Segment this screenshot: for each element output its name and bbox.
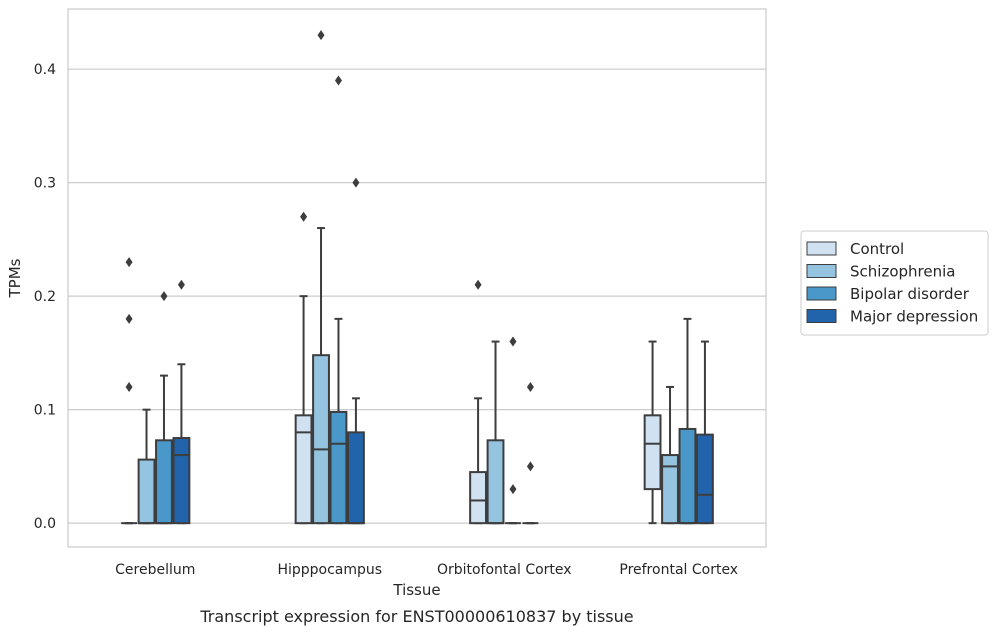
legend-label: Major depression	[850, 308, 978, 326]
y-tick-label: 0.1	[34, 403, 56, 419]
box-group	[137, 408, 156, 525]
box	[678, 427, 697, 525]
outlier-point	[317, 30, 325, 41]
x-tick-label: Orbitofontal Cortex	[437, 562, 572, 578]
legend-label: Control	[850, 240, 904, 258]
box-group	[643, 340, 662, 525]
box	[696, 433, 714, 525]
box-group	[469, 279, 487, 525]
y-tick-label: 0.4	[34, 62, 56, 78]
outlier-point	[509, 484, 517, 495]
box	[661, 454, 679, 525]
box	[155, 439, 173, 525]
outlier-point	[474, 279, 482, 290]
legend: Control Schizophrenia Bipolar disorder Majo…	[800, 230, 989, 336]
legend-label: Bipolar disorder	[850, 285, 970, 303]
outlier-point	[352, 177, 360, 188]
legend-label: Schizophrenia	[850, 263, 955, 281]
outlier-point	[334, 75, 342, 86]
outlier-point	[125, 381, 133, 392]
outlier-point	[526, 461, 534, 472]
box-group	[121, 257, 137, 525]
x-tick-label: Cerebellum	[115, 562, 195, 578]
x-tick-label: Prefrontal Cortex	[619, 562, 738, 578]
legend-swatch	[806, 264, 837, 278]
box-group	[486, 340, 505, 525]
x-tick-labels: Cerebellum Hipppocampus Orbitofontal Corte…	[115, 562, 738, 578]
box-group	[522, 381, 539, 525]
box-group	[347, 177, 365, 525]
box	[294, 414, 313, 525]
y-tick-labels: 0.0 0.1 0.2 0.3 0.4	[34, 62, 56, 532]
legend-swatch	[806, 241, 837, 256]
box-group	[172, 279, 191, 525]
box-group	[329, 75, 348, 525]
box	[643, 414, 662, 491]
outlier-point	[125, 257, 133, 268]
outlier-point	[300, 211, 308, 222]
outlier-point	[177, 279, 185, 290]
x-axis-label: Tissue	[392, 581, 440, 599]
box-group	[696, 340, 714, 525]
outlier-point	[509, 336, 517, 347]
box	[312, 354, 330, 525]
x-tick-label: Hipppocampus	[277, 562, 382, 578]
box-group	[661, 385, 679, 525]
box-group	[294, 211, 313, 525]
outlier-point	[125, 313, 133, 324]
box	[347, 431, 365, 525]
box	[137, 458, 156, 525]
box-group	[678, 317, 697, 525]
box	[329, 410, 348, 525]
box-group	[155, 291, 173, 525]
legend-swatch	[806, 286, 837, 301]
legend-swatch	[806, 309, 837, 323]
outlier-point	[160, 291, 168, 302]
box-group	[312, 30, 330, 525]
chart-caption: Transcript expression for ENST0000061083…	[199, 607, 633, 626]
y-tick-label: 0.3	[34, 176, 56, 192]
plot-frame	[67, 8, 767, 548]
outlier-point	[526, 381, 534, 392]
legend-frame	[800, 230, 989, 336]
box-group	[505, 336, 521, 525]
box	[486, 439, 505, 525]
y-tick-label: 0.0	[34, 516, 56, 532]
y-axis-label: TPMs	[6, 258, 24, 298]
boxes-layer	[121, 30, 714, 525]
y-tick-label: 0.2	[34, 289, 56, 305]
box	[172, 437, 191, 525]
box	[469, 471, 487, 525]
